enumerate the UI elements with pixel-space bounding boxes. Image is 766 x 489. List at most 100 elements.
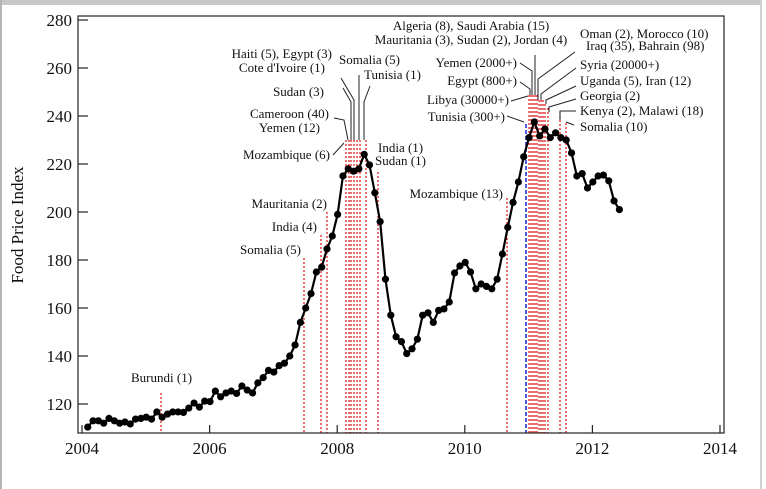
leader-line-kenya-malawi — [559, 110, 576, 120]
data-point — [424, 309, 432, 317]
data-point — [89, 417, 97, 425]
data-point — [153, 408, 161, 416]
leader-line-syria — [540, 67, 577, 100]
data-point — [195, 403, 203, 411]
leader-line-uganda-iran — [545, 85, 577, 104]
x-tick-label: 2006 — [193, 439, 227, 458]
x-tick-label: 2014 — [703, 439, 738, 458]
annotation-label-uganda-iran: Uganda (5), Iran (12) — [580, 73, 691, 88]
data-point — [594, 172, 602, 180]
data-point — [206, 398, 214, 406]
y-tick-label: 240 — [47, 107, 73, 126]
axes: 2004 2006 2008 2010 2012 2014 120 140 160 180 200 2… — [47, 11, 738, 458]
data-point — [248, 389, 257, 397]
data-point — [190, 399, 198, 407]
data-point — [450, 269, 459, 277]
data-point — [169, 408, 177, 416]
data-point — [147, 415, 156, 423]
data-point — [238, 382, 246, 390]
data-point — [466, 268, 475, 276]
leader-line-haiti-egypt-cote — [340, 77, 355, 140]
data-point — [546, 134, 554, 142]
annotation-label-haiti-egypt-cote: Cote d'Ivoire (1) — [239, 60, 325, 75]
data-point — [408, 345, 416, 353]
data-point — [296, 318, 305, 326]
y-tick-label: 140 — [47, 347, 73, 366]
annotation-label-mozambique-2008: Mozambique (6) — [243, 147, 330, 162]
y-tick-label: 280 — [47, 11, 73, 30]
data-point — [339, 172, 347, 180]
leader-line-mozambique-2008 — [332, 142, 345, 156]
leader-line-oman-group — [537, 51, 576, 100]
x-tick-label: 2012 — [575, 439, 609, 458]
data-point — [605, 177, 613, 185]
data-point — [233, 389, 241, 398]
data-point — [525, 134, 533, 142]
leader-line-sudan-2008 — [342, 87, 352, 140]
data-point — [217, 393, 225, 401]
data-point — [286, 352, 294, 360]
annotation-label-algeria-group: Mauritania (3), Sudan (2), Jordan (4) — [375, 32, 567, 47]
data-point — [599, 171, 608, 179]
annotation-label-cameroon-yemen: Cameroon (40) — [250, 106, 329, 121]
window-left-border — [0, 0, 2, 489]
data-point — [413, 335, 421, 343]
data-point — [211, 387, 219, 395]
leader-line-libya — [510, 95, 529, 102]
annotation-label-india-2007: India (4) — [272, 219, 317, 234]
data-point — [551, 129, 560, 137]
data-point — [429, 318, 437, 326]
annotation-label-mozambique-2010: Mozambique (13) — [409, 186, 503, 201]
data-point — [392, 333, 400, 341]
data-point — [509, 198, 517, 206]
annotation-label-libya: Libya (30000+) — [427, 92, 509, 107]
x-tick-label: 2004 — [65, 439, 100, 458]
leader-line-tunisia-2010 — [506, 115, 525, 123]
annotation-label-oman-group: Oman (2), Morocco (10) — [580, 26, 709, 41]
annotation-label-tunisia-2008: Tunisia (1) — [364, 67, 421, 82]
x-tick-label: 2010 — [448, 439, 482, 458]
data-point — [567, 149, 576, 157]
data-point — [472, 285, 480, 293]
data-point — [562, 136, 570, 144]
data-point — [307, 290, 315, 298]
data-point — [381, 275, 390, 283]
data-point — [445, 298, 453, 306]
data-point — [291, 341, 299, 349]
annotation-label-georgia: Georgia (2) — [580, 88, 640, 103]
data-point — [360, 150, 368, 158]
data-point — [403, 350, 411, 358]
data-point — [328, 232, 336, 240]
leader-line-somalia-2011 — [565, 121, 575, 126]
data-point — [504, 223, 512, 231]
annotation-label-haiti-egypt-cote: Haiti (5), Egypt (3) — [232, 46, 332, 61]
data-point — [536, 132, 544, 140]
data-point — [179, 408, 188, 416]
data-point — [84, 423, 92, 431]
y-tick-label: 200 — [47, 203, 73, 222]
data-point — [514, 178, 522, 186]
data-point — [254, 379, 262, 387]
data-point — [100, 419, 108, 427]
data-point — [126, 420, 134, 428]
event-lines — [160, 95, 567, 433]
annotation-label-kenya-malawi: Kenya (2), Malawi (18) — [580, 103, 703, 118]
annotation-leaders — [332, 51, 577, 156]
data-point — [530, 118, 538, 126]
data-point — [397, 338, 406, 346]
annotation-labels: Burundi (1) Somalia (5) India (4) Mauritani… — [131, 18, 709, 385]
leader-line-yemen-2011 — [519, 62, 533, 95]
annotation-label-somalia-2008: Somalia (5) — [339, 52, 400, 67]
data-point — [520, 153, 528, 161]
annotation-label-sudan-2008: Sudan (3) — [273, 84, 324, 99]
annotation-label-algeria-group: Algeria (8), Saudi Arabia (15) — [393, 18, 549, 33]
annotation-label-burundi: Burundi (1) — [131, 370, 192, 385]
data-point — [610, 197, 618, 205]
data-point — [131, 415, 140, 423]
data-point — [615, 206, 623, 214]
data-point — [243, 386, 251, 394]
data-point — [312, 268, 320, 276]
data-point — [201, 397, 209, 405]
leader-line-tunisia-2008 — [363, 85, 371, 140]
